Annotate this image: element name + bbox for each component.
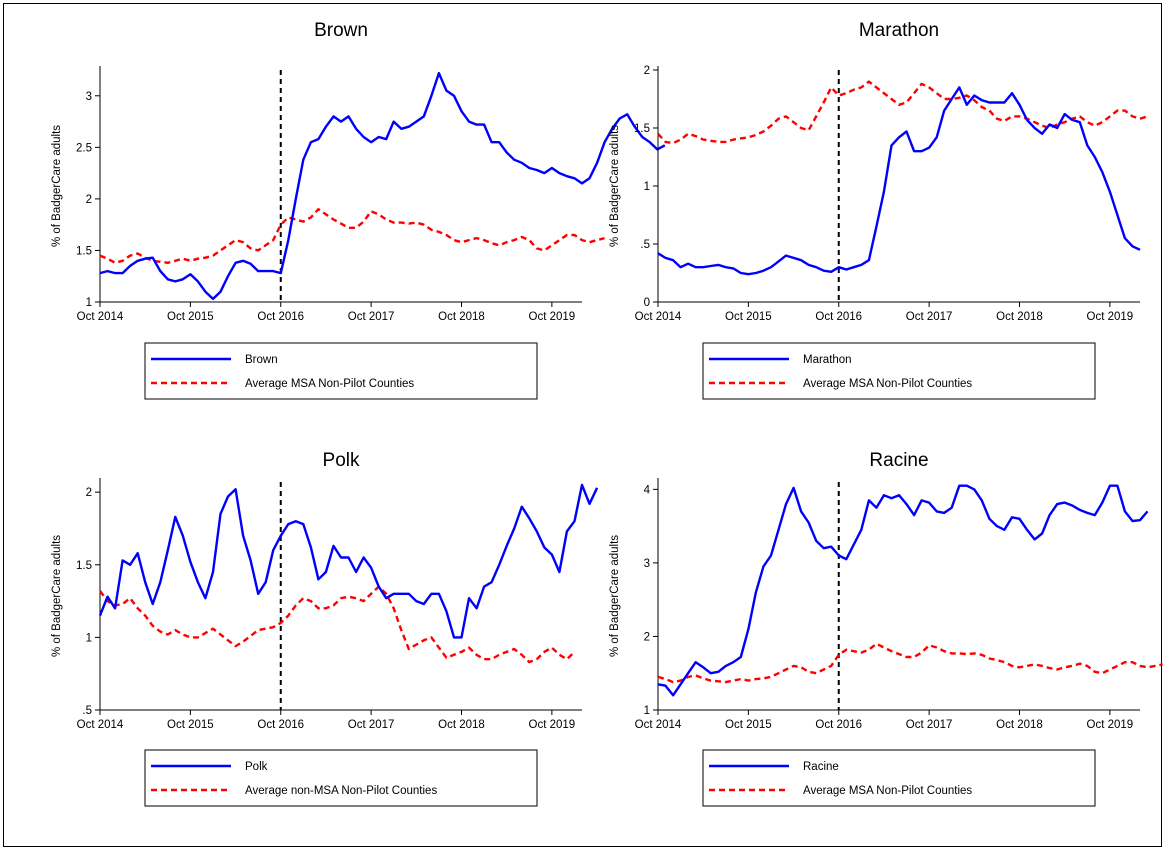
y-tick-label: 1.5 [76,560,92,572]
legend-label: Brown [245,354,278,366]
legend-label: Marathon [803,354,852,366]
x-tick-label: Oct 2015 [725,719,772,731]
y-tick-label: 2.5 [76,142,92,154]
series-line-county [657,484,1149,697]
y-tick-label: 1 [86,297,92,309]
series-line-county [657,86,1141,276]
x-tick-label: Oct 2017 [906,719,953,731]
x-tick-label: Oct 2018 [438,311,485,323]
legend-box [144,342,538,400]
y-tick-label: 2 [644,631,650,643]
chart-panel-racine: Racine % of BadgerCare adults 1 2 3 4 Oct 2014… [609,450,1163,807]
x-tick-label: Oct 2014 [635,719,682,731]
series-line-average [657,80,1148,145]
x-tick-label: Oct 2016 [815,719,862,731]
y-tick-label: .5 [82,705,92,717]
chart-panel-polk: Polk % of BadgerCare adults .5 1 1.5 2 Oct 201… [51,450,599,807]
y-tick-label: 2 [86,487,92,499]
x-tick-label: Oct 2015 [725,311,772,323]
x-tick-label: Oct 2016 [815,311,862,323]
y-axis-label: % of BadgerCare adults [609,535,621,657]
x-tick-label: Oct 2016 [257,719,304,731]
y-tick-label: 1 [644,181,650,193]
y-tick-label: 0 [644,297,650,309]
series-line-average [99,585,576,664]
y-axis-label: % of BadgerCare adults [609,125,621,247]
series-line-average [657,642,1163,684]
chart-title: Brown [314,20,368,41]
chart-panel-marathon: Marathon % of BadgerCare adults 0 .5 1 1.5 2 Oc… [609,20,1148,400]
chart-title: Racine [869,450,928,471]
y-axis-label: % of BadgerCare adults [51,125,63,247]
y-tick-label: 1.5 [634,123,650,135]
x-tick-label: Oct 2017 [906,311,953,323]
y-tick-label: .5 [640,239,650,251]
figure-canvas: Brown% of BadgerCare adults11.522.53Oct … [51,20,1163,807]
x-tick-label: Oct 2015 [167,719,214,731]
series-line-county [99,71,666,301]
x-tick-label: Oct 2015 [167,311,214,323]
series-line-county [98,483,599,639]
y-tick-label: 1.5 [76,245,92,257]
y-tick-label: 2 [86,194,92,206]
legend-label: Average MSA Non-Pilot Counties [803,378,972,390]
chart-panel-brown: Brown% of BadgerCare adults11.522.53Oct … [51,20,666,400]
x-tick-label: Oct 2018 [996,719,1043,731]
legend-box [702,749,1096,807]
x-tick-label: Oct 2014 [77,719,124,731]
legend-box [702,342,1096,400]
chart-title: Marathon [859,20,939,41]
legend-label: Racine [803,761,839,773]
x-tick-label: Oct 2018 [438,719,485,731]
y-tick-label: 2 [644,65,650,77]
x-tick-label: Oct 2019 [1087,311,1134,323]
legend-label: Polk [245,761,268,773]
x-tick-label: Oct 2014 [635,311,682,323]
legend-box [144,749,538,807]
legend-label: Average MSA Non-Pilot Counties [245,378,414,390]
x-tick-label: Oct 2016 [257,311,304,323]
y-tick-label: 1 [644,705,650,717]
legend-label: Average MSA Non-Pilot Counties [803,785,972,797]
x-tick-label: Oct 2018 [996,311,1043,323]
x-tick-label: Oct 2019 [1087,719,1134,731]
chart-title: Polk [323,450,360,471]
series-line-average [99,207,605,264]
y-tick-label: 4 [644,484,651,496]
x-tick-label: Oct 2019 [529,719,576,731]
figure-frame: Brown% of BadgerCare adults 1 1.5 2 2.5 3 Oct … [3,3,1163,847]
y-tick-label: 1 [86,632,92,644]
y-tick-label: 3 [86,91,92,103]
x-tick-label: Oct 2017 [348,719,395,731]
x-tick-label: Oct 2017 [348,311,395,323]
x-tick-label: Oct 2014 [77,311,124,323]
y-tick-label: 3 [644,558,650,570]
y-axis-label: % of BadgerCare adults [51,535,63,657]
x-tick-label: Oct 2019 [529,311,576,323]
legend-label: Average non-MSA Non-Pilot Counties [245,785,437,797]
